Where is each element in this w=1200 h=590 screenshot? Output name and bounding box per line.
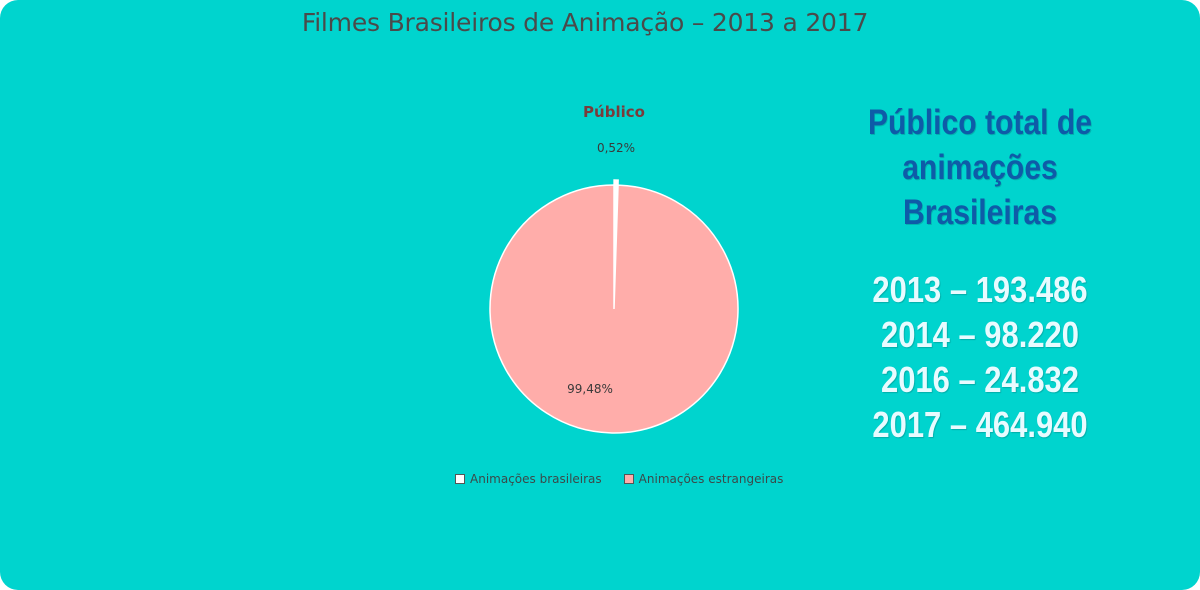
legend-swatch-animacoes-brasileiras [455, 474, 465, 484]
main-title: Filmes Brasileiros de Animação – 2013 a … [301, 8, 869, 37]
pie-slice-animacoes-estrangeiras [489, 184, 739, 434]
side-heading-line-3: Brasileiras [903, 193, 1057, 232]
year-total-2016: 2016 – 24.832 [880, 359, 1079, 400]
legend-label-animacoes-estrangeiras: Animações estrangeiras [638, 472, 784, 486]
legend-swatch-animacoes-estrangeiras [623, 474, 634, 484]
pie-slices [489, 179, 739, 434]
legend-label-animacoes-brasileiras: Animações brasileiras [470, 472, 602, 486]
side-heading: Público total de animações Brasileiras [851, 100, 1109, 235]
side-heading-line-1: Público total de [867, 103, 1093, 142]
year-total-list: 2013 – 193.486 2014 – 98.220 2016 – 24.8… [830, 267, 1130, 447]
year-total-2013: 2013 – 193.486 [872, 269, 1088, 310]
pie-title: Público [583, 103, 645, 121]
legend-item-animacoes-brasileiras: Animações brasileiras [455, 472, 602, 486]
side-panel: Público total de animações Brasileiras 2… [830, 100, 1130, 447]
legend: Animações brasileiras Animações estrange… [455, 472, 783, 486]
year-total-2014: 2014 – 98.220 [880, 314, 1079, 355]
data-label-animacoes-estrangeiras: 99,48% [567, 382, 613, 396]
side-heading-line-2: animações [902, 148, 1058, 187]
data-label-animacoes-brasileiras: 0,52% [597, 141, 635, 155]
pie-data-labels: 0,52% 99,48% [567, 141, 635, 396]
year-total-2017: 2017 – 464.940 [872, 404, 1088, 445]
legend-item-animacoes-estrangeiras: Animações estrangeiras [623, 472, 784, 486]
